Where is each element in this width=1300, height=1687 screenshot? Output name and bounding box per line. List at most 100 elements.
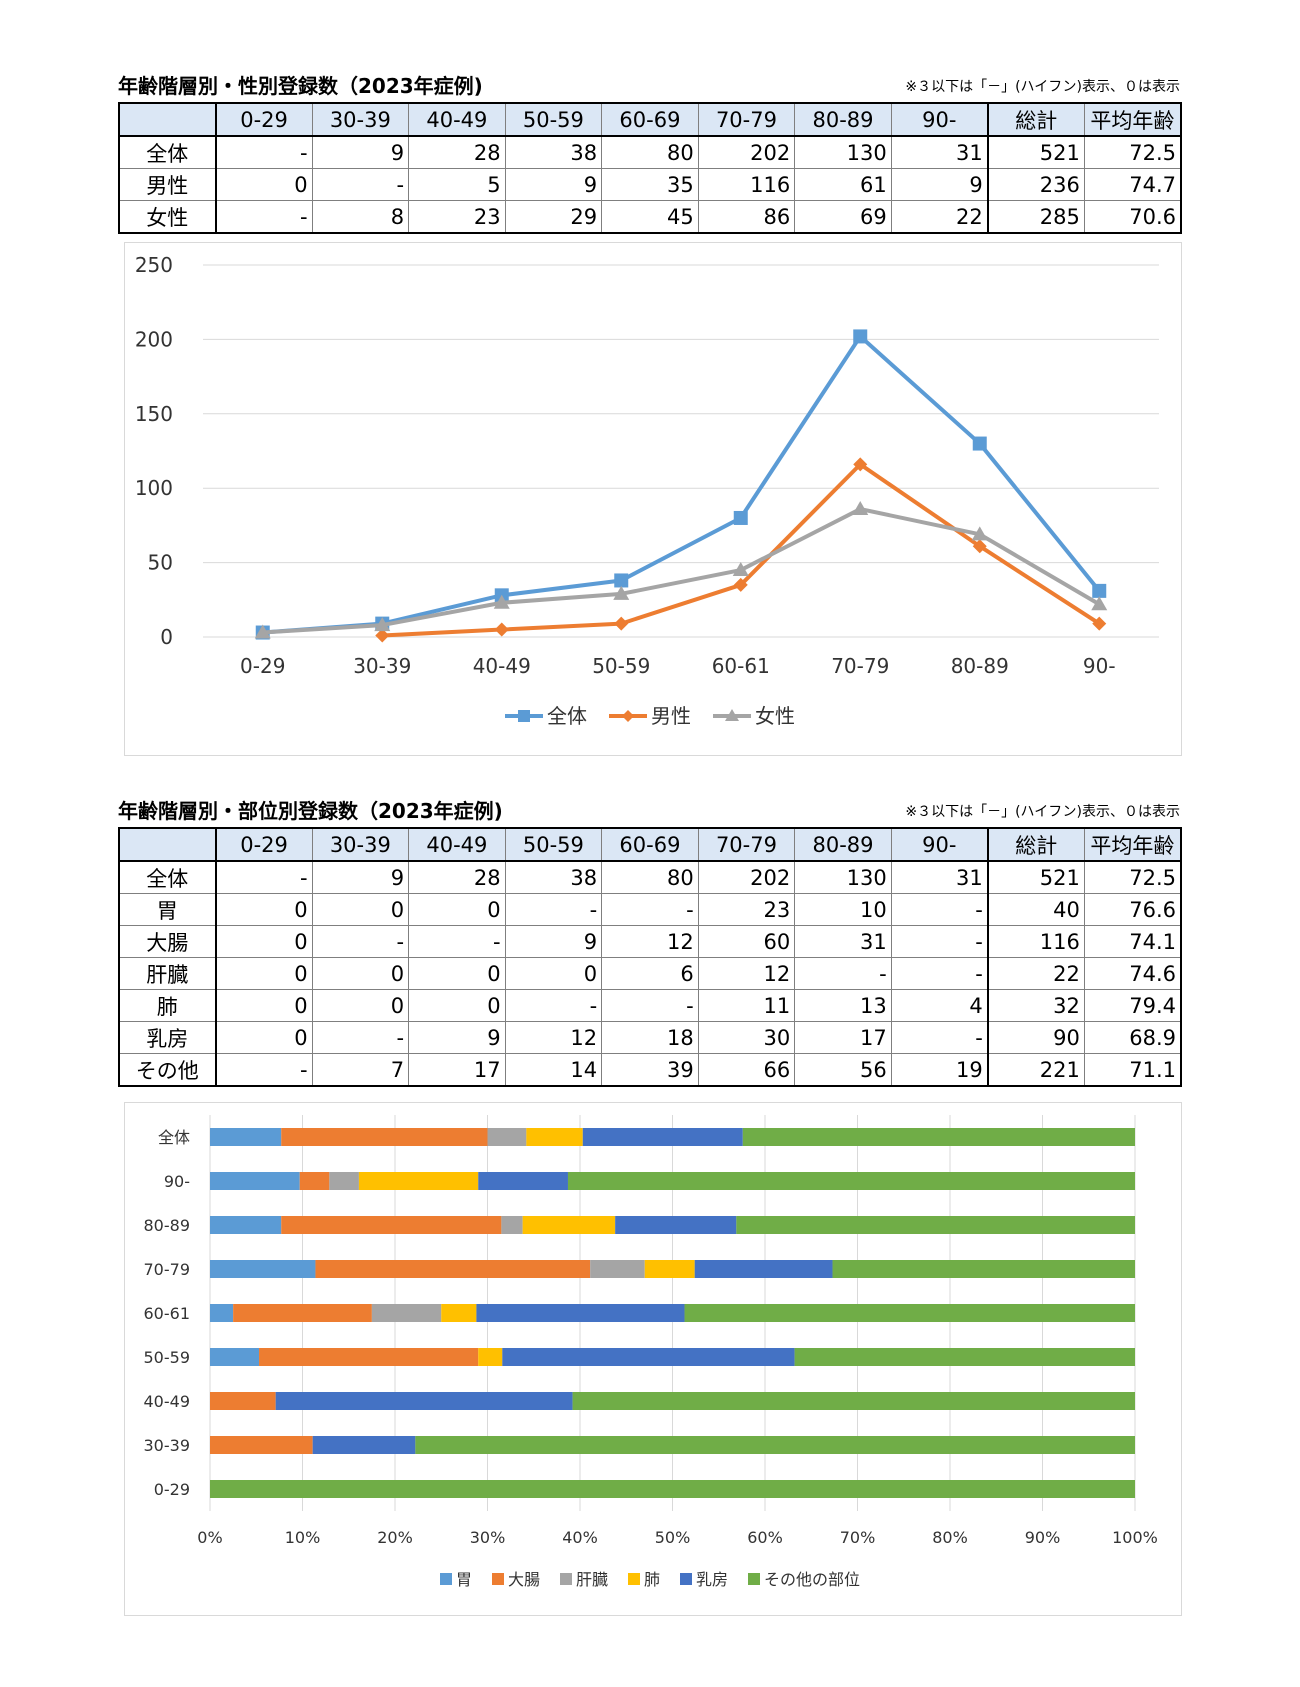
table-cell: 38 xyxy=(504,135,603,169)
bar-segment xyxy=(476,1304,685,1322)
x-tick-label: 100% xyxy=(1112,1528,1158,1547)
x-tick-label: 30% xyxy=(470,1528,506,1547)
row-label: 男性 xyxy=(118,168,217,201)
bar-segment xyxy=(684,1304,1135,1322)
table-cell: 19 xyxy=(890,1053,989,1087)
bar-chart: 0% 10% 20% 30% 40% 50% 60% 70% 80% 90% 100% 全体 90- 80… xyxy=(124,1102,1182,1616)
x-tick-label: 70% xyxy=(840,1528,876,1547)
bar-segment xyxy=(794,1348,1135,1366)
data-point xyxy=(972,539,987,554)
table-cell: 236 xyxy=(987,168,1085,201)
data-point xyxy=(1091,596,1108,611)
legend-marker xyxy=(622,710,634,722)
table-cell: 285 xyxy=(987,200,1085,234)
table-cell: - xyxy=(601,893,699,926)
table-cell: 60 xyxy=(697,925,796,958)
bar-segment xyxy=(487,1128,527,1146)
x-tick-label: 60% xyxy=(747,1528,783,1547)
table-cell: - xyxy=(311,168,410,201)
table-cell: 56 xyxy=(794,1053,892,1087)
y-tick-label: 90- xyxy=(164,1172,190,1191)
table-cell: 0 xyxy=(215,925,313,958)
table-cell: 0 xyxy=(215,168,313,201)
table-cell: 17 xyxy=(408,1053,506,1087)
table-cell: 521 xyxy=(987,860,1085,894)
data-point xyxy=(733,510,748,525)
row-label: 大腸 xyxy=(118,925,217,958)
bar-segment xyxy=(522,1216,616,1234)
column-header: 40-49 xyxy=(408,102,506,137)
table-cell: 0 xyxy=(311,957,410,990)
column-header: 0-29 xyxy=(215,102,313,137)
x-tick-label: 40% xyxy=(562,1528,598,1547)
bar-segment xyxy=(478,1172,568,1190)
x-tick-label: 50-59 xyxy=(592,654,650,678)
table-row: 乳房 0-9 12 18 30 17-90 68.9 xyxy=(118,1021,1182,1054)
column-header: 70-79 xyxy=(697,827,796,862)
table-cell: 12 xyxy=(601,925,699,958)
data-point xyxy=(614,573,629,588)
table-cell: 86 xyxy=(697,200,796,234)
data-point xyxy=(254,624,271,639)
bar-segment xyxy=(210,1260,316,1278)
table-cell: 9 xyxy=(504,925,603,958)
series-line xyxy=(382,462,1101,638)
table-cell: 23 xyxy=(697,893,796,926)
legend-label: 大腸 xyxy=(508,1570,540,1589)
table-row: 全体 -9 28 38 80 202 130 31 521 72.5 xyxy=(118,135,1182,169)
bar-segment xyxy=(281,1216,502,1234)
table-cell: 4 xyxy=(890,989,989,1022)
bar-segment xyxy=(210,1172,300,1190)
y-tick-label: 50-59 xyxy=(144,1348,191,1367)
column-header: 50-59 xyxy=(504,102,603,137)
column-header: 70-79 xyxy=(697,102,796,137)
y-tick-label: 70-79 xyxy=(144,1260,191,1279)
table-cell: 0 xyxy=(311,989,410,1022)
x-tick-label: 0% xyxy=(197,1528,222,1547)
table-cell: 13 xyxy=(794,989,892,1022)
table-cell: 0 xyxy=(408,957,506,990)
row-label: 女性 xyxy=(118,200,217,234)
legend-label: 肝臓 xyxy=(576,1570,608,1589)
column-header: 80-89 xyxy=(794,827,892,862)
table-cell: 45 xyxy=(601,200,699,234)
table-cell: 32 xyxy=(987,989,1085,1022)
table-cell: - xyxy=(311,925,410,958)
column-header: 60-69 xyxy=(601,102,699,137)
table-cell: 72.5 xyxy=(1083,860,1182,894)
column-header: 40-49 xyxy=(408,827,506,862)
data-point xyxy=(375,628,390,643)
bar-segment xyxy=(742,1128,1135,1146)
legend-label: 女性 xyxy=(755,704,795,728)
table-cell: 0 xyxy=(408,893,506,926)
table-cell: - xyxy=(794,957,892,990)
row-label: 肝臓 xyxy=(118,957,217,990)
bar-segment xyxy=(210,1480,1135,1498)
x-tick-label: 30-39 xyxy=(353,654,411,678)
table-cell: 116 xyxy=(697,168,796,201)
data-point xyxy=(1092,616,1107,631)
table-cell: - xyxy=(890,925,989,958)
table-cell: 39 xyxy=(601,1053,699,1087)
legend-swatch xyxy=(492,1573,504,1585)
column-header: 90- xyxy=(890,102,989,137)
bar-segment xyxy=(358,1172,479,1190)
table-row: 全体 -9 28 38 80 202 130 31 521 72.5 xyxy=(118,860,1182,894)
table-row: 女性 -8 23 29 45 86 69 22 285 70.6 xyxy=(118,200,1182,234)
table-cell: 69 xyxy=(794,200,892,234)
bar-segment xyxy=(210,1348,260,1366)
table-cell: 14 xyxy=(504,1053,603,1087)
column-header: 90- xyxy=(890,827,989,862)
table-cell: 0 xyxy=(504,957,603,990)
legend-label: 全体 xyxy=(547,704,587,728)
bar-segment xyxy=(371,1304,442,1322)
table-cell: 0 xyxy=(215,1021,313,1054)
column-header: 30-39 xyxy=(311,102,410,137)
table-cell: 9 xyxy=(311,135,410,169)
table-row: 男性 0-5 9 35 116 61 9 236 74.7 xyxy=(118,168,1182,201)
table-cell: 40 xyxy=(987,893,1085,926)
table-cell: - xyxy=(890,1021,989,1054)
table-cell: 9 xyxy=(408,1021,506,1054)
row-label: 肺 xyxy=(118,989,217,1022)
data-point xyxy=(374,617,391,632)
